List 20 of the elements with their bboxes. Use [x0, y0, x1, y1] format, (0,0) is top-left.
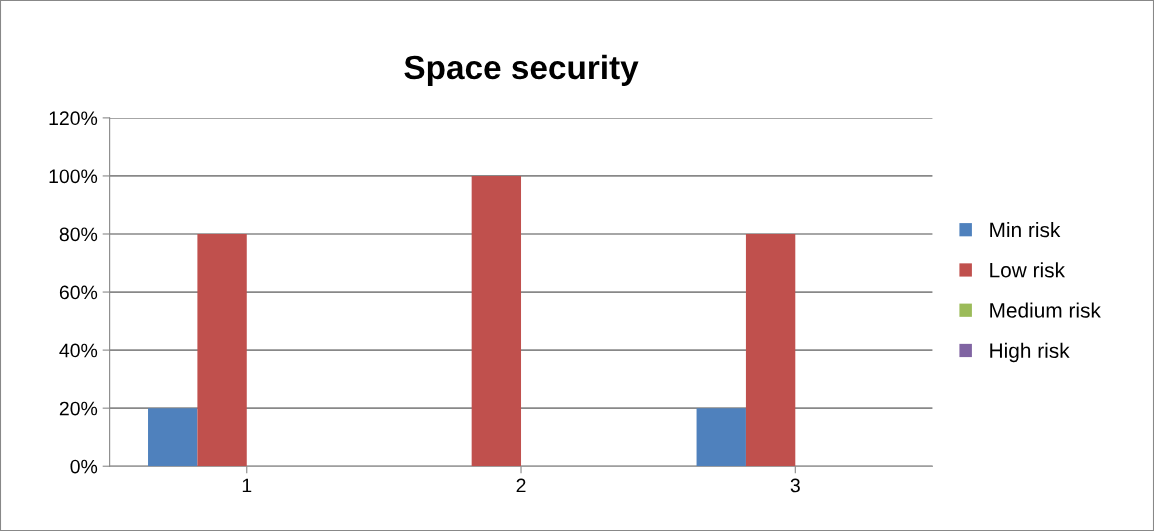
x-tick-label: 1 [242, 478, 252, 493]
bar [696, 408, 746, 467]
y-tick-label: 20% [59, 401, 98, 416]
x-tick-label: 2 [516, 478, 526, 493]
y-tick-label: 120% [49, 111, 98, 126]
bar [745, 233, 796, 467]
bar [471, 175, 522, 467]
chart-title: Space security [404, 54, 639, 86]
y-tick-label: 40% [59, 343, 98, 358]
legend-label: Min risk [990, 221, 1061, 238]
x-tick-label: 3 [790, 478, 800, 493]
y-tick-label: 0% [70, 459, 98, 474]
legend-label: Low risk [990, 262, 1066, 278]
bar [148, 408, 198, 467]
y-tick-label: 100% [49, 169, 98, 184]
y-tick-label: 80% [59, 227, 98, 242]
legend-label: Medium risk [990, 302, 1101, 318]
bar [197, 233, 247, 467]
legend-label: High risk [990, 342, 1070, 363]
y-tick-label: 60% [59, 285, 98, 300]
